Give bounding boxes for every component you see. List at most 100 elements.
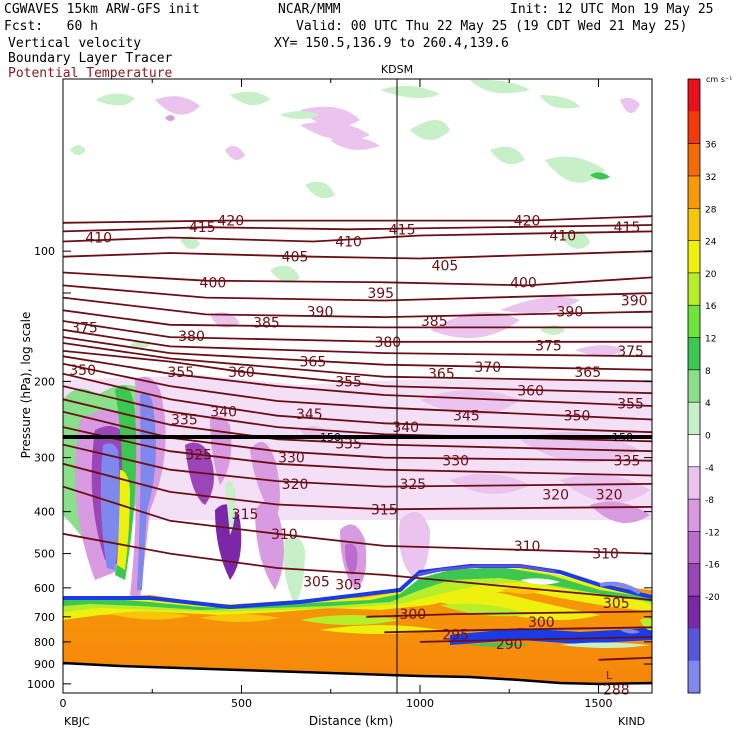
- theta-label: 340: [392, 420, 419, 436]
- theta-label: 405: [432, 259, 459, 275]
- colorbar-frame: [687, 78, 701, 694]
- y-tick-label: 200: [34, 375, 55, 388]
- colorbar-swatch: [688, 208, 700, 242]
- colorbar-label: 16: [705, 302, 717, 312]
- theta-label: 300: [399, 607, 426, 623]
- colorbar-swatch: [688, 175, 700, 209]
- theta-label: 335: [171, 413, 198, 429]
- theta-label: 325: [185, 447, 212, 463]
- colorbar-swatch: [688, 596, 700, 629]
- theta-label: 310: [514, 539, 541, 555]
- colorbar-swatch: [688, 272, 700, 306]
- theta-label: 400: [510, 275, 537, 291]
- theta-label: 375: [71, 320, 98, 336]
- y-tick-label: 1000: [27, 678, 55, 691]
- colorbar-label: 28: [705, 205, 717, 215]
- colorbar-label: 32: [705, 173, 716, 183]
- theta-contours: [63, 215, 652, 661]
- plot-frame: [62, 78, 653, 694]
- theta-contour-330: [63, 410, 652, 462]
- y-tick-label: 400: [34, 506, 55, 519]
- theta-label: 355: [167, 365, 194, 381]
- theta-label: 395: [367, 286, 394, 302]
- theta-contour-420: [63, 215, 652, 224]
- org-label: NCAR/MMM: [278, 2, 341, 17]
- theta-label: 320: [542, 487, 569, 503]
- field-vertical-velocity: Vertical velocity: [8, 36, 142, 51]
- theta-label: 350: [564, 409, 591, 425]
- theta-contour-390: [63, 296, 652, 319]
- theta-contour-325: [63, 426, 652, 477]
- theta-contour-355: [63, 355, 652, 407]
- theta-label: 335: [335, 436, 362, 452]
- theta-label: 305: [335, 578, 362, 594]
- colorbar-swatch: [688, 143, 700, 177]
- theta-label: 350: [69, 363, 96, 379]
- colorbar-label: 0: [705, 431, 711, 441]
- theta-contour-375: [63, 328, 652, 358]
- axes: 0 500 1000 1500 100 200 300 400 500 600 700 800 900 1…: [27, 79, 652, 710]
- theta-label: 410: [549, 229, 576, 245]
- theta-label: 385: [253, 315, 280, 331]
- theta-contour-345: [63, 372, 652, 434]
- x-axis-label: Distance (km): [309, 714, 393, 728]
- theta-label: 380: [178, 329, 205, 345]
- theta-contour-350: [63, 362, 652, 421]
- low-marker: L: [606, 669, 613, 682]
- right-station-label: KIND: [618, 715, 645, 728]
- theta-label: 320: [596, 487, 623, 503]
- y-tick-label: 900: [34, 658, 55, 671]
- y-tick-label: 100: [34, 245, 55, 258]
- y-axis-label: Pressure (hPa), log scale: [19, 312, 33, 459]
- model-title: CGWAVES 15km ARW-GFS init: [4, 2, 200, 17]
- y-tick-label: 300: [34, 452, 55, 465]
- theta-label: 415: [614, 220, 641, 236]
- theta-label: 355: [335, 374, 362, 390]
- tropopause-label-2: 150: [612, 431, 633, 444]
- colorbar-label: -12: [705, 528, 720, 538]
- theta-label: 290: [496, 637, 523, 653]
- colorbar-swatch: [688, 240, 700, 274]
- theta-label: 415: [189, 220, 216, 236]
- theta-label: 365: [574, 365, 601, 381]
- theta-contour-295: [384, 626, 652, 634]
- theta-contour-288: [598, 656, 652, 661]
- theta-label: 310: [592, 547, 619, 563]
- colorbar-label: 8: [705, 367, 711, 377]
- theta-label: 345: [453, 409, 480, 425]
- valid-time: Valid: 00 UTC Thu 22 May 25 (19 CDT Wed …: [296, 19, 688, 34]
- theta-label: 390: [621, 293, 648, 309]
- colorbar-swatch: [688, 563, 700, 597]
- colorbar-swatch: [688, 499, 700, 532]
- theta-contour-405: [63, 250, 652, 260]
- tropopause-label-1: 150: [320, 431, 341, 444]
- theta-label: 380: [374, 335, 401, 351]
- theta-label: 420: [514, 214, 541, 230]
- init-time: Init: 12 UTC Mon 19 May 25: [510, 2, 714, 17]
- colorbar-swatch: [688, 79, 700, 112]
- x-tick-label: 500: [231, 697, 252, 710]
- colorbar-swatch: [688, 628, 700, 662]
- theta-contour-400: [63, 271, 652, 287]
- theta-label: 405: [282, 250, 309, 266]
- colorbar-swatch: [688, 337, 700, 371]
- theta-label: 385: [421, 314, 448, 330]
- field-potential-temperature: Potential Temperature: [8, 66, 173, 81]
- theta-contour-385: [63, 309, 652, 329]
- y-tick-label: 700: [34, 611, 55, 624]
- theta-label: 420: [217, 214, 244, 230]
- station-marker-label: KDSM: [381, 63, 413, 76]
- forecast-hour: Fcst: 60 h: [4, 19, 98, 34]
- theta-label: 305: [603, 596, 630, 612]
- theta-contour-320: [63, 443, 652, 488]
- y-tick-label: 600: [34, 582, 55, 595]
- left-station-label: KBJC: [64, 715, 90, 728]
- colorbar-label: 4: [705, 399, 711, 409]
- theta-contour-360: [63, 350, 652, 395]
- theta-label: 410: [335, 235, 362, 251]
- theta-label: 300: [528, 615, 555, 631]
- theta-contour-370: [63, 336, 652, 371]
- theta-label: 295: [442, 628, 469, 644]
- theta-label: 325: [399, 477, 426, 493]
